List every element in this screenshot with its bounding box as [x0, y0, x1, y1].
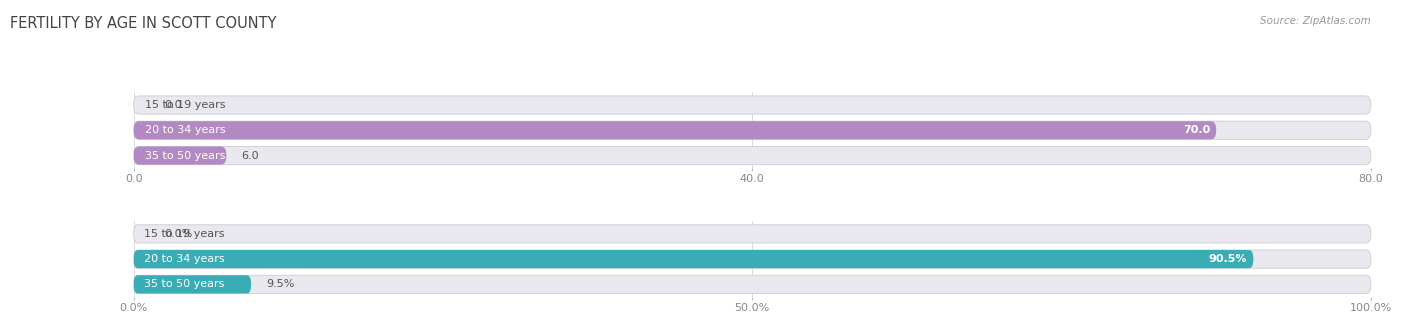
Text: 70.0: 70.0: [1182, 125, 1211, 135]
Text: 15 to 19 years: 15 to 19 years: [143, 229, 225, 239]
Text: FERTILITY BY AGE IN SCOTT COUNTY: FERTILITY BY AGE IN SCOTT COUNTY: [10, 16, 277, 31]
Text: 0.0: 0.0: [165, 100, 183, 110]
Text: 35 to 50 years: 35 to 50 years: [145, 150, 225, 161]
FancyBboxPatch shape: [134, 275, 252, 293]
Text: 20 to 34 years: 20 to 34 years: [143, 254, 225, 264]
FancyBboxPatch shape: [134, 147, 226, 165]
FancyBboxPatch shape: [134, 121, 1216, 139]
Text: 6.0: 6.0: [242, 150, 259, 161]
Text: 90.5%: 90.5%: [1209, 254, 1247, 264]
Text: 9.5%: 9.5%: [266, 280, 294, 289]
FancyBboxPatch shape: [134, 147, 1371, 165]
Text: Source: ZipAtlas.com: Source: ZipAtlas.com: [1260, 16, 1371, 26]
FancyBboxPatch shape: [134, 275, 1371, 293]
Text: 35 to 50 years: 35 to 50 years: [143, 280, 225, 289]
FancyBboxPatch shape: [134, 250, 1253, 268]
FancyBboxPatch shape: [134, 250, 1371, 268]
FancyBboxPatch shape: [134, 96, 1371, 114]
FancyBboxPatch shape: [134, 225, 1371, 243]
Text: 20 to 34 years: 20 to 34 years: [145, 125, 226, 135]
Text: 0.0%: 0.0%: [165, 229, 193, 239]
Text: 15 to 19 years: 15 to 19 years: [145, 100, 225, 110]
FancyBboxPatch shape: [134, 121, 1371, 139]
